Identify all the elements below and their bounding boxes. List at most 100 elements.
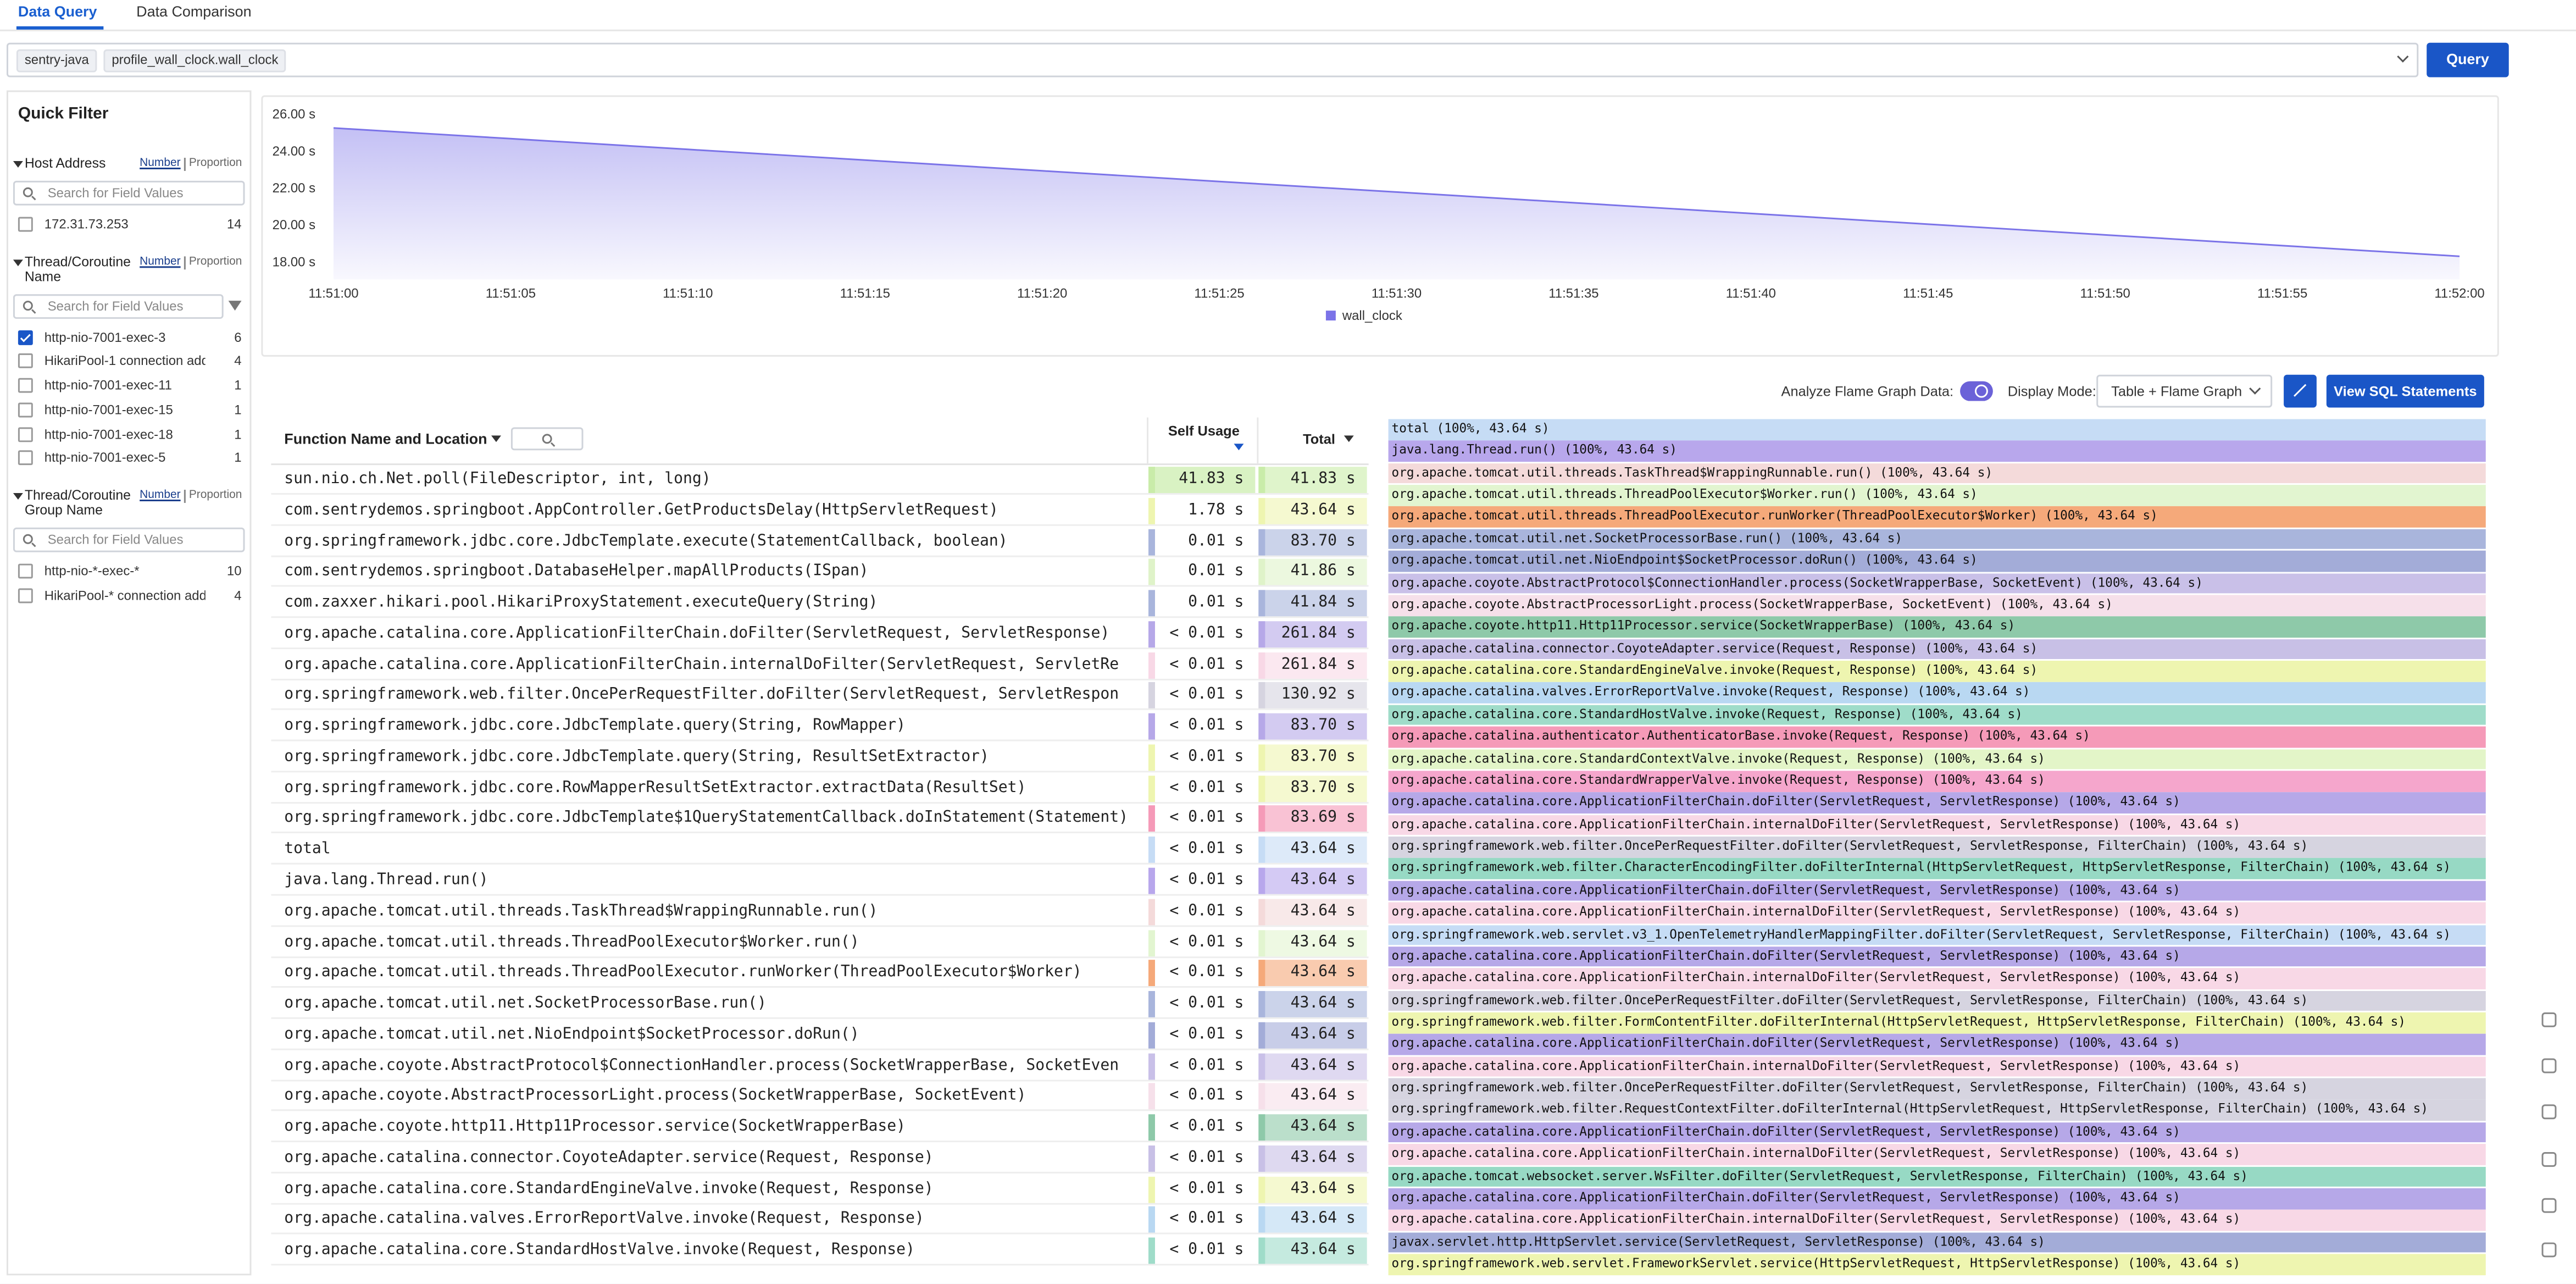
x-tick-label: 11:51:35 xyxy=(1548,286,1598,301)
flame-frame[interactable]: org.springframework.web.filter.OncePerRe… xyxy=(1389,837,2486,857)
flame-frame[interactable]: org.apache.tomcat.util.threads.TaskThrea… xyxy=(1389,463,2486,484)
flame-frame[interactable]: org.apache.catalina.core.ApplicationFilt… xyxy=(1389,1034,2486,1055)
table-row: com.zaxxer.hikari.pool.HikariProxyStatem… xyxy=(271,589,1368,618)
flame-frame[interactable]: org.apache.catalina.authenticator.Authen… xyxy=(1389,727,2486,748)
function-name: java.lang.Thread.run() xyxy=(284,870,1145,891)
flame-frame[interactable]: org.apache.catalina.core.ApplicationFilt… xyxy=(1389,793,2486,813)
table-body: sun.nio.ch.Net.poll(FileDescriptor, int,… xyxy=(271,465,1368,1275)
toggle-knob xyxy=(1975,385,1988,398)
self-usage: 41.83 s xyxy=(1179,468,1243,490)
toolbar-icon[interactable] xyxy=(2542,1198,2557,1213)
toolbar-icon[interactable] xyxy=(2542,1059,2557,1073)
self-usage: < 0.01 s xyxy=(1169,1116,1243,1138)
flame-frame[interactable]: org.springframework.web.filter.FormConte… xyxy=(1389,1012,2486,1033)
flame-frame[interactable]: org.apache.tomcat.websocket.server.WsFil… xyxy=(1389,1166,2486,1187)
total-strip xyxy=(1258,683,1265,709)
analyze-toggle[interactable] xyxy=(1960,381,1993,401)
flame-label: org.apache.catalina.core.ApplicationFilt… xyxy=(1392,881,2180,901)
flame-frame[interactable]: org.apache.catalina.core.ApplicationFilt… xyxy=(1389,947,2486,967)
flame-frame[interactable]: org.apache.catalina.core.ApplicationFilt… xyxy=(1389,968,2486,989)
function-name: org.apache.catalina.core.StandardEngineV… xyxy=(284,1178,1145,1199)
flame-frame[interactable]: org.apache.tomcat.util.net.NioEndpoint$S… xyxy=(1389,551,2486,572)
flame-frame[interactable]: org.apache.catalina.core.ApplicationFilt… xyxy=(1389,903,2486,923)
flame-frame[interactable]: org.springframework.web.filter.OncePerRe… xyxy=(1389,1078,2486,1099)
function-name: com.sentrydemos.springboot.DatabaseHelpe… xyxy=(284,561,1145,582)
flame-frame[interactable]: org.apache.tomcat.util.threads.ThreadPoo… xyxy=(1389,507,2486,528)
column-header[interactable]: Self Usage xyxy=(1168,422,1240,439)
flame-frame[interactable]: org.apache.catalina.core.StandardEngineV… xyxy=(1389,661,2486,682)
flame-label: org.apache.catalina.core.StandardEngineV… xyxy=(1392,661,2038,682)
flame-frame[interactable]: org.apache.catalina.core.ApplicationFilt… xyxy=(1389,1056,2486,1077)
flame-label: java.lang.Thread.run() (100%, 43.64 s) xyxy=(1392,441,1677,462)
flame-label: org.apache.catalina.core.ApplicationFilt… xyxy=(1392,1056,2241,1077)
flame-frame[interactable]: org.apache.catalina.core.ApplicationFilt… xyxy=(1389,815,2486,835)
flame-frame[interactable]: total (100%, 43.64 s) xyxy=(1389,419,2486,440)
flame-frame[interactable]: org.apache.catalina.core.ApplicationFilt… xyxy=(1389,1144,2486,1165)
toolbar-icon[interactable] xyxy=(2542,1242,2557,1257)
total-usage: 261.84 s xyxy=(1281,654,1356,675)
table-row: org.apache.tomcat.util.threads.ThreadPoo… xyxy=(271,928,1368,958)
table-row: org.springframework.jdbc.core.JdbcTempla… xyxy=(271,712,1368,741)
self-strip xyxy=(1148,559,1155,585)
toolbar-icon[interactable] xyxy=(2542,1152,2557,1167)
self-usage: 0.01 s xyxy=(1188,561,1243,582)
flame-frame[interactable]: org.apache.catalina.core.StandardWrapper… xyxy=(1389,771,2486,792)
table-row: org.apache.catalina.connector.CoyoteAdap… xyxy=(271,1144,1368,1174)
flame-frame[interactable]: org.springframework.web.filter.RequestCo… xyxy=(1389,1100,2486,1121)
flame-label: org.apache.catalina.core.ApplicationFilt… xyxy=(1392,968,2241,989)
flame-frame[interactable]: org.springframework.web.servlet.Framewor… xyxy=(1389,1254,2486,1275)
total-strip xyxy=(1258,528,1265,555)
y-tick-label: 18.00 s xyxy=(273,254,315,269)
flame-frame[interactable]: org.apache.tomcat.util.threads.ThreadPoo… xyxy=(1389,485,2486,506)
table-row: com.sentrydemos.springboot.DatabaseHelpe… xyxy=(271,557,1368,587)
total-usage: 43.64 s xyxy=(1291,962,1356,983)
flame-label: org.apache.tomcat.util.net.NioEndpoint$S… xyxy=(1392,551,1978,572)
table-row: com.sentrydemos.springboot.AppController… xyxy=(271,496,1368,525)
flame-label: org.apache.catalina.core.ApplicationFilt… xyxy=(1392,947,2180,967)
flame-frame[interactable]: org.apache.catalina.core.ApplicationFilt… xyxy=(1389,1210,2486,1231)
flame-frame[interactable]: org.apache.catalina.core.ApplicationFilt… xyxy=(1389,881,2486,901)
flame-frame[interactable]: org.springframework.web.filter.OncePerRe… xyxy=(1389,990,2486,1011)
table-row: org.apache.catalina.valves.ErrorReportVa… xyxy=(271,1205,1368,1235)
column-header[interactable]: Total xyxy=(1303,430,1335,447)
total-strip xyxy=(1258,497,1265,524)
self-strip xyxy=(1148,1207,1155,1233)
function-name: org.apache.tomcat.util.threads.ThreadPoo… xyxy=(284,931,1145,953)
flame-frame[interactable]: org.apache.catalina.connector.CoyoteAdap… xyxy=(1389,639,2486,660)
flame-frame[interactable]: org.apache.coyote.AbstractProcessorLight… xyxy=(1389,595,2486,616)
display-mode-select[interactable]: Table + Flame Graph xyxy=(2096,375,2272,408)
total-usage: 41.84 s xyxy=(1291,592,1356,613)
toolbar-icon[interactable] xyxy=(2542,1104,2557,1119)
flame-frame[interactable]: java.lang.Thread.run() (100%, 43.64 s) xyxy=(1389,441,2486,462)
table-search[interactable] xyxy=(511,427,584,450)
sql-button[interactable]: View SQL Statements xyxy=(2327,375,2484,408)
self-strip xyxy=(1148,837,1155,864)
self-strip xyxy=(1148,1115,1155,1141)
self-strip xyxy=(1148,929,1155,956)
flame-frame[interactable]: org.apache.catalina.valves.ErrorReportVa… xyxy=(1389,683,2486,704)
flame-frame[interactable]: org.apache.catalina.core.StandardContext… xyxy=(1389,749,2486,770)
flame-frame[interactable]: org.apache.coyote.AbstractProtocol$Conne… xyxy=(1389,573,2486,594)
flame-frame[interactable]: org.springframework.web.filter.Character… xyxy=(1389,859,2486,879)
flame-frame[interactable]: org.apache.catalina.core.ApplicationFilt… xyxy=(1389,1122,2486,1143)
column-header[interactable]: Function Name and Location xyxy=(284,430,487,447)
table-row: org.apache.catalina.core.ApplicationFilt… xyxy=(271,650,1368,680)
x-tick-label: 11:51:40 xyxy=(1726,286,1776,301)
flame-frame[interactable]: org.apache.catalina.core.StandardHostVal… xyxy=(1389,705,2486,726)
total-strip xyxy=(1258,1053,1265,1079)
function-name: org.springframework.jdbc.core.JdbcTempla… xyxy=(284,530,1145,551)
y-tick-label: 20.00 s xyxy=(273,218,315,233)
flame-frame[interactable]: javax.servlet.http.HttpServlet.service(S… xyxy=(1389,1232,2486,1253)
display-mode-value: Table + Flame Graph xyxy=(2111,383,2242,400)
flame-frame[interactable]: org.apache.catalina.core.ApplicationFilt… xyxy=(1389,1188,2486,1209)
total-usage: 43.64 s xyxy=(1291,1209,1356,1230)
flame-frame[interactable]: org.springframework.web.servlet.v3_1.Ope… xyxy=(1389,925,2486,945)
expand-button[interactable] xyxy=(2284,375,2317,408)
flame-frame[interactable]: org.apache.tomcat.util.net.SocketProcess… xyxy=(1389,529,2486,550)
table-row: org.springframework.jdbc.core.RowMapperR… xyxy=(271,773,1368,803)
self-strip xyxy=(1148,868,1155,894)
toolbar-icon[interactable] xyxy=(2542,1012,2557,1027)
flame-frame[interactable]: org.apache.coyote.http11.Http11Processor… xyxy=(1389,617,2486,638)
table-row: org.apache.tomcat.util.threads.ThreadPoo… xyxy=(271,959,1368,988)
total-usage: 43.64 s xyxy=(1291,993,1356,1014)
